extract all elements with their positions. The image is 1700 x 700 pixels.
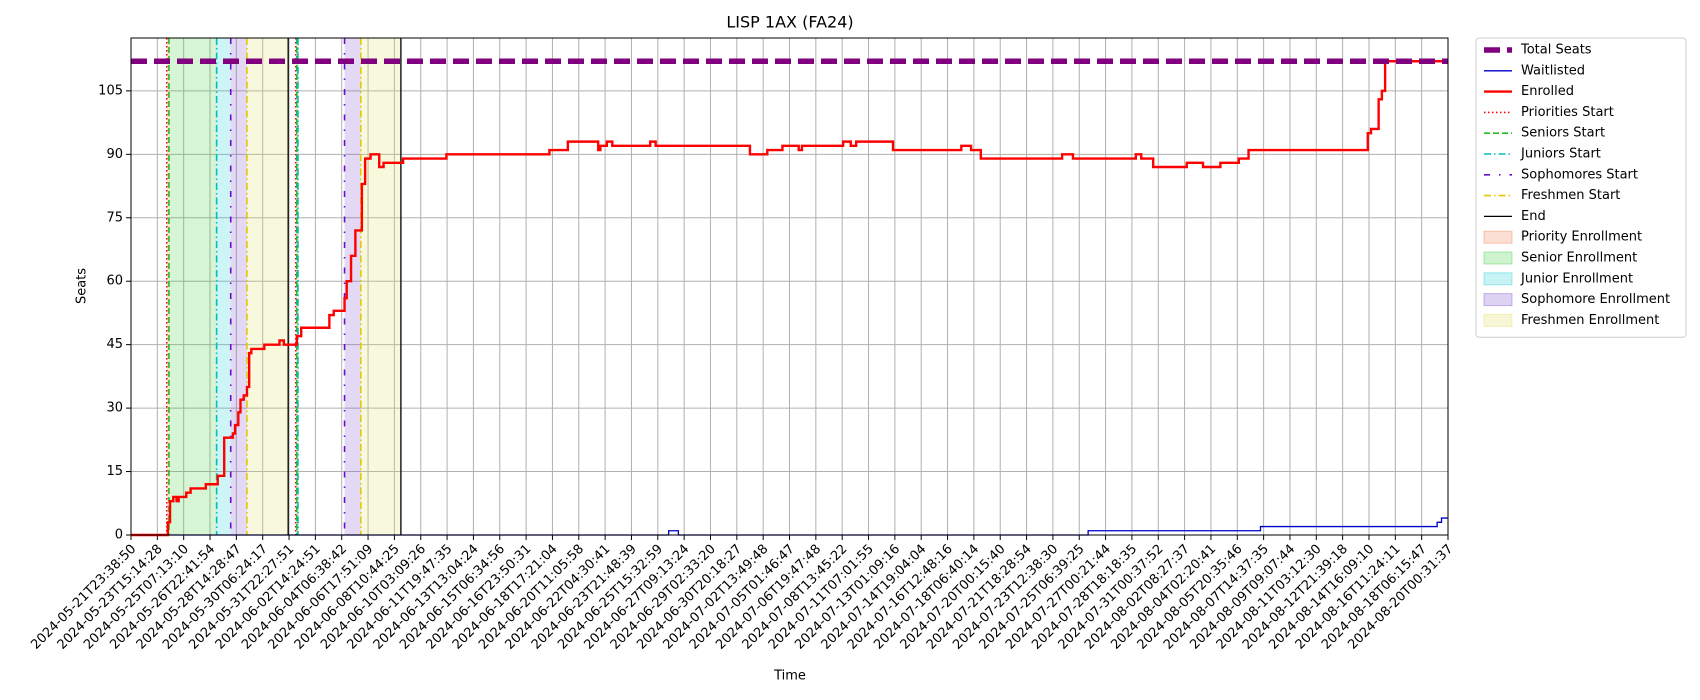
legend-label: Priorities Start: [1521, 105, 1614, 120]
legend-label: Freshmen Start: [1521, 188, 1620, 203]
legend-box: [1475, 37, 1687, 338]
legend-label: Senior Enrollment: [1521, 251, 1637, 266]
y-tick-label: 60: [106, 274, 123, 289]
chart-title: LISP 1AX (FA24): [726, 13, 853, 32]
legend-swatch: [1483, 251, 1513, 265]
plot-frame: [130, 37, 1449, 536]
y-tick-label: 15: [106, 464, 123, 479]
legend-swatch: [1483, 293, 1513, 307]
legend-label: Junior Enrollment: [1520, 271, 1633, 286]
legend-swatch: [1483, 313, 1513, 327]
series-line: [131, 60, 1448, 537]
x-axis-label: Time: [773, 669, 806, 684]
series-line: [131, 517, 1448, 536]
y-tick-label: 30: [106, 401, 123, 416]
enrollment-span: [166, 38, 169, 535]
legend-label: End: [1521, 209, 1546, 224]
y-axis-label: Seats: [75, 268, 90, 304]
enrollment-span: [168, 38, 217, 535]
legend-label: Enrolled: [1521, 84, 1574, 99]
y-tick-label: 45: [106, 337, 123, 352]
legend-swatch: [1483, 272, 1513, 286]
legend-label: Waitlisted: [1521, 63, 1585, 78]
enrollment-span: [216, 38, 231, 535]
enrollment-span: [344, 38, 361, 535]
enrollment-span: [246, 38, 289, 535]
legend-label: Juniors Start: [1520, 147, 1601, 162]
legend-label: Seniors Start: [1521, 126, 1605, 141]
legend-label: Sophomores Start: [1521, 167, 1638, 182]
legend-swatch: [1483, 230, 1513, 244]
legend-label: Sophomore Enrollment: [1521, 292, 1670, 307]
y-tick-label: 105: [98, 83, 123, 98]
legend-label: Total Seats: [1520, 43, 1592, 58]
y-tick-label: 0: [115, 528, 123, 543]
y-tick-label: 75: [106, 210, 123, 225]
y-tick-label: 90: [106, 147, 123, 162]
enrollment-span: [230, 38, 247, 535]
enrollment-span: [360, 38, 401, 535]
legend-label: Freshmen Enrollment: [1521, 313, 1659, 328]
legend-label: Priority Enrollment: [1521, 230, 1642, 245]
